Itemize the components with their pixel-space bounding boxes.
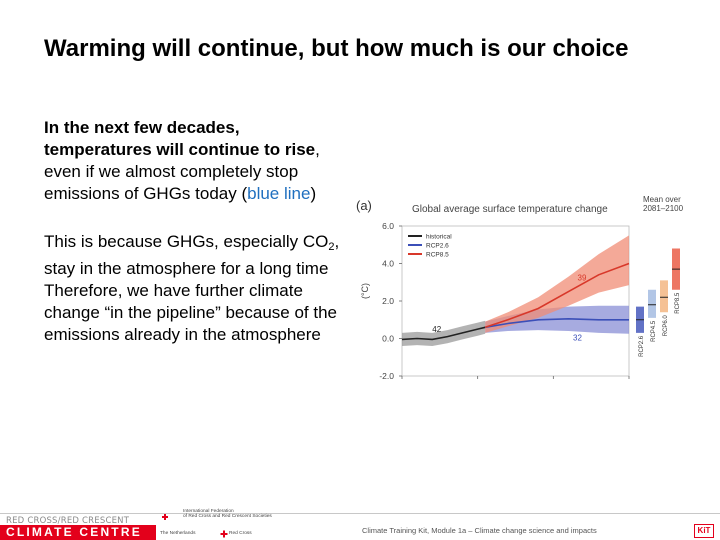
footer-caption: Climate Training Kit, Module 1a – Climat… <box>362 526 597 535</box>
logo-top-text: Red Cross/Red Crescent <box>6 516 130 526</box>
y-tick-label: 6.0 <box>382 221 394 231</box>
paragraph-warming: In the next few decades, temperatures wi… <box>44 117 344 205</box>
slide-title: Warming will continue, but how much is o… <box>44 35 629 62</box>
temperature-chart-svg: (a) Global average surface temperature ch… <box>356 195 684 390</box>
side-bar-rcp60 <box>660 280 668 313</box>
paragraph-ghg-a: This is because GHGs, especially CO <box>44 232 329 251</box>
body-text: In the next few decades, temperatures wi… <box>44 117 344 346</box>
y-tick-label: 2.0 <box>382 296 394 306</box>
nlrc-name: Red Cross <box>229 531 252 536</box>
chart-title: Global average surface temperature chang… <box>412 204 608 215</box>
chart-annotation: 42 <box>432 325 441 334</box>
chart-annotation: 32 <box>573 333 582 342</box>
legend-label: RCP8.5 <box>426 252 449 259</box>
paragraph-ghg: This is because GHGs, especially CO2, st… <box>44 231 344 280</box>
footer: Red Cross/Red Crescent CLIMATE CENTRE In… <box>0 485 720 540</box>
temperature-chart: (a) Global average surface temperature ch… <box>354 190 694 390</box>
logo-bottom-text: CLIMATE CENTRE <box>0 525 156 540</box>
paragraph-warming-rest: , even if we almost completely stop emis… <box>44 140 320 203</box>
y-tick-label: -2.0 <box>379 371 394 380</box>
side-bar-label: RCP4.5 <box>651 320 657 342</box>
ifrc-emblem-icon <box>162 513 173 523</box>
side-panel-title-line2: 2081–2100 <box>643 204 684 213</box>
paragraph-warming-bold: In the next few decades, temperatures wi… <box>44 118 316 159</box>
ifrc-name: International Federation of Red Cross an… <box>183 509 333 519</box>
paragraph-warming-close: ) <box>310 184 317 203</box>
paragraph-pipeline: Therefore, we have further climate chang… <box>44 281 337 344</box>
side-bar-label: RCP2.6 <box>639 335 645 357</box>
blue-line-text: blue line <box>247 184 311 203</box>
legend-label: historical <box>426 234 452 241</box>
side-bar-rcp45 <box>648 289 656 318</box>
footer-divider <box>0 513 720 514</box>
y-tick-label: 0.0 <box>382 334 394 344</box>
nlrc-prefix: The Netherlands <box>160 531 196 536</box>
chart-annotation: 39 <box>578 273 587 282</box>
climate-centre-logo: Red Cross/Red Crescent CLIMATE CENTRE <box>0 517 156 540</box>
legend-label: RCP2.6 <box>426 243 449 250</box>
paragraph-ghg-b: , stay in the atmosphere for a long time <box>44 232 340 278</box>
co2-subscript: 2 <box>328 241 335 253</box>
series-line-historical <box>401 326 486 341</box>
ifrc-line2: of Red Cross and Red Crescent Societies <box>183 514 272 520</box>
side-bar-label: RCP8.5 <box>675 292 681 314</box>
side-panel-title-line1: Mean over <box>643 195 681 204</box>
y-tick-label: 4.0 <box>382 259 394 269</box>
chart-panel-label: (a) <box>356 198 372 213</box>
side-bar-label: RCP6.0 <box>663 315 669 337</box>
y-axis-label: (°C) <box>360 283 370 299</box>
ifrc-line1: International Federation <box>183 509 234 514</box>
kit-badge: KiT <box>694 524 714 538</box>
series-line-rcp85 <box>484 262 630 329</box>
series-band-rcp85 <box>485 235 629 333</box>
series-band-historical <box>402 320 486 346</box>
red-cross-icon <box>220 530 228 538</box>
series-line-rcp26 <box>485 317 629 329</box>
